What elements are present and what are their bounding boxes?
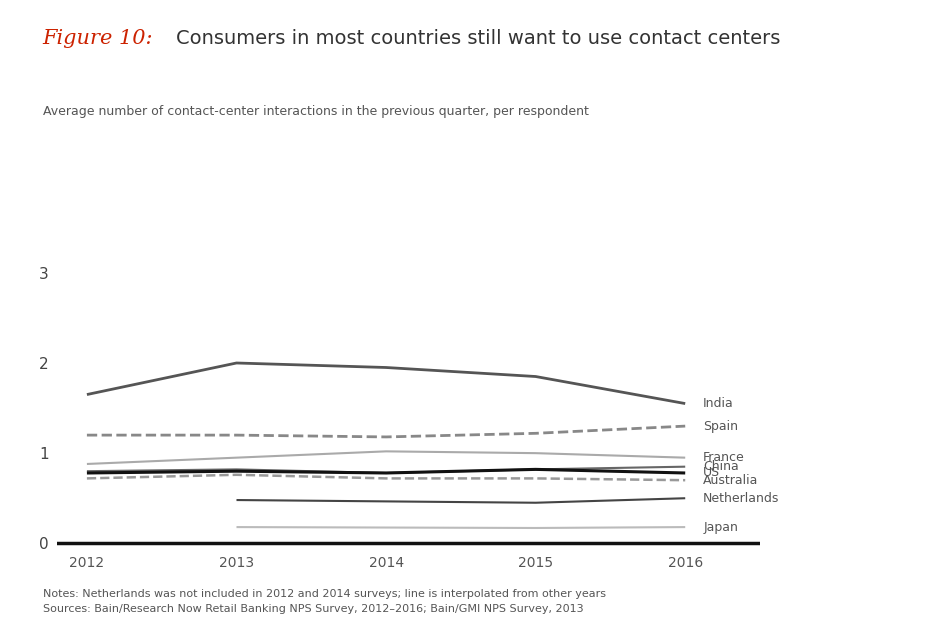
Text: US: US <box>703 466 720 480</box>
Text: Figure 10:: Figure 10: <box>43 29 153 48</box>
Text: Average number of contact-center interactions in the previous quarter, per respo: Average number of contact-center interac… <box>43 105 589 118</box>
Text: Consumers in most countries still want to use contact centers: Consumers in most countries still want t… <box>176 29 780 48</box>
Text: India: India <box>703 397 734 410</box>
Text: Japan: Japan <box>703 520 738 534</box>
Text: Australia: Australia <box>703 474 758 487</box>
Text: Netherlands: Netherlands <box>703 492 780 505</box>
Text: China: China <box>703 460 739 473</box>
Text: Notes: Netherlands was not included in 2012 and 2014 surveys; line is interpolat: Notes: Netherlands was not included in 2… <box>43 589 606 614</box>
Text: France: France <box>703 451 745 464</box>
Text: Spain: Spain <box>703 420 738 433</box>
